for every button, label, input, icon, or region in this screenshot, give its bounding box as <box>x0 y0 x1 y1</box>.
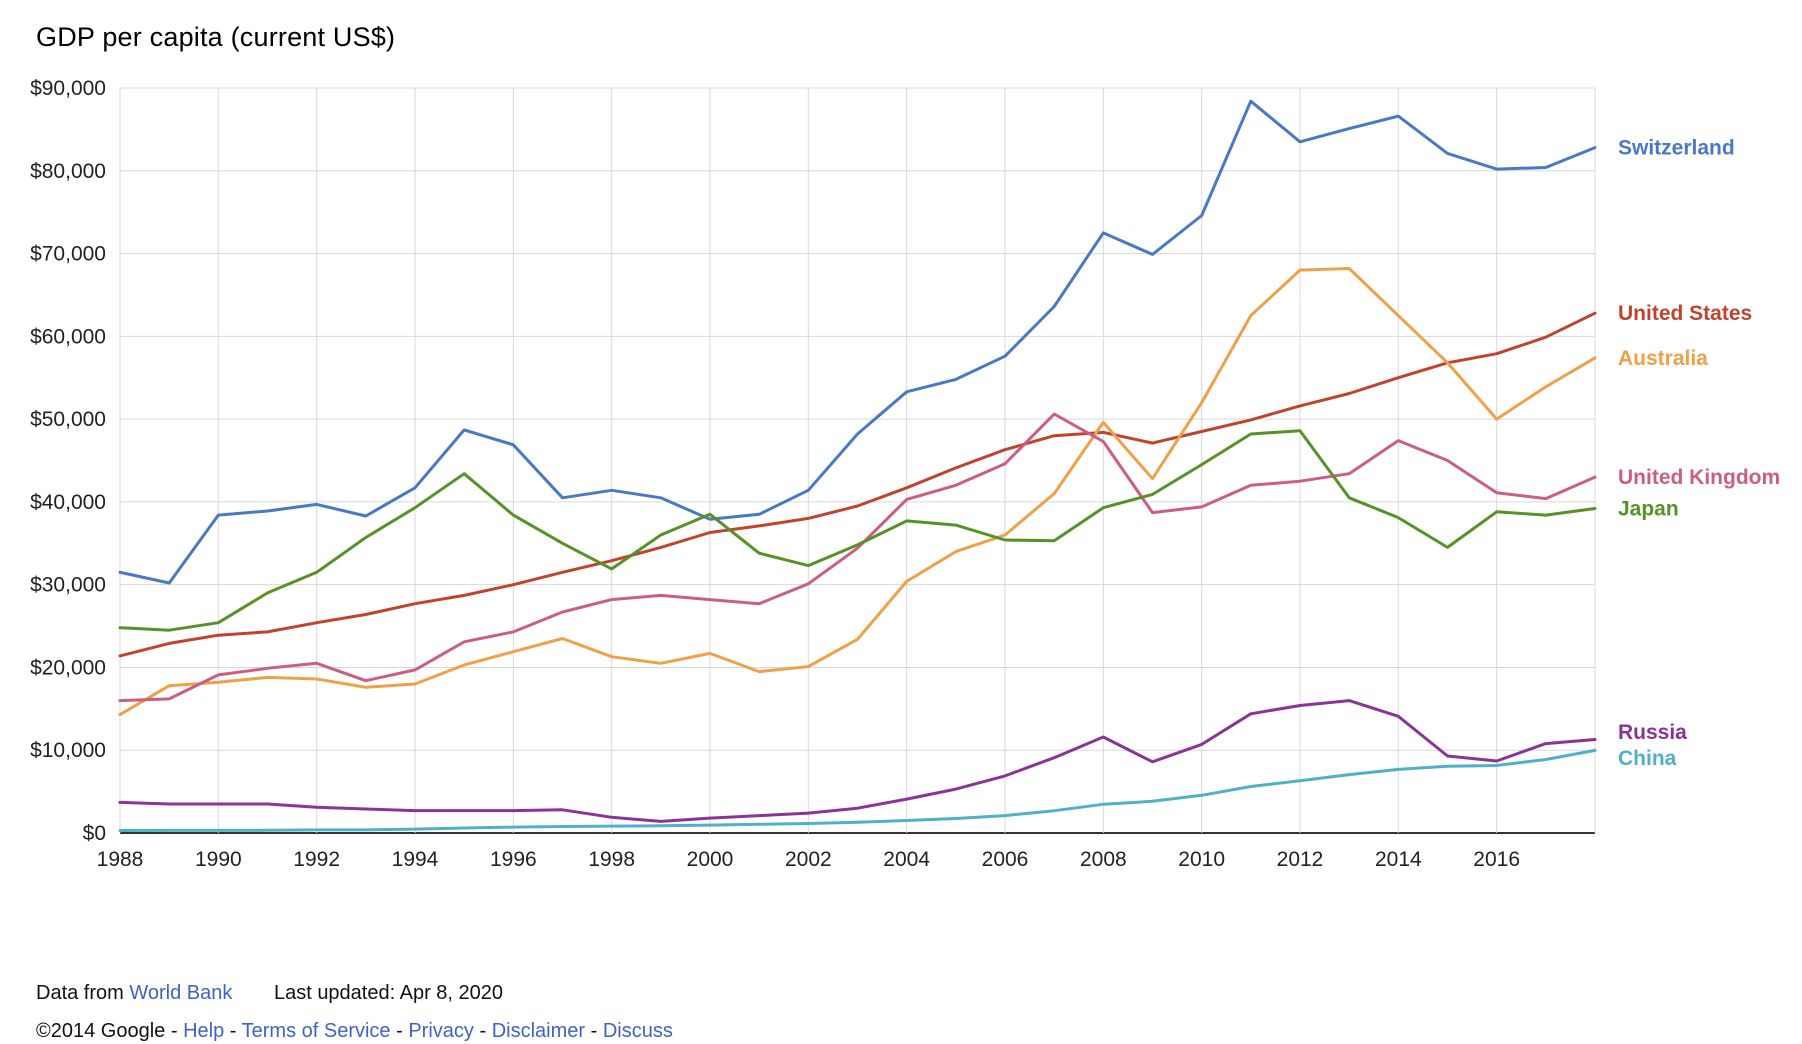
y-axis-tick-label: $60,000 <box>30 325 106 348</box>
series-label-australia: Australia <box>1618 347 1708 370</box>
x-axis-tick-label: 1994 <box>392 848 439 871</box>
footer-link-separator: - <box>390 1020 409 1042</box>
x-axis-tick-label: 1988 <box>97 848 144 871</box>
y-axis-tick-label: $40,000 <box>30 491 106 514</box>
x-axis-tick-label: 2012 <box>1277 848 1324 871</box>
y-axis-tick-label: $90,000 <box>30 77 106 100</box>
x-axis-tick-label: 2002 <box>785 848 832 871</box>
footer-link-disclaimer[interactable]: Disclaimer <box>491 1020 586 1042</box>
series-label-japan: Japan <box>1618 498 1679 521</box>
footer-link-separator: - <box>165 1020 184 1042</box>
footer-link-discuss[interactable]: Discuss <box>602 1020 673 1042</box>
y-axis-tick-label: $50,000 <box>30 408 106 431</box>
footer-copyright-line: ©2014 Google - Help - Terms of Service -… <box>36 1020 673 1043</box>
y-axis-tick-label: $20,000 <box>30 656 106 679</box>
series-line-united-states <box>118 311 1597 658</box>
x-axis-tick-label: 2004 <box>883 848 930 871</box>
footer-link-privacy[interactable]: Privacy <box>408 1020 474 1042</box>
x-axis-tick-label: 2016 <box>1473 848 1520 871</box>
x-axis-tick-label: 2006 <box>982 848 1029 871</box>
series-line-switzerland <box>118 99 1597 585</box>
page-title: GDP per capita (current US$) <box>36 22 396 52</box>
x-axis-tick-label: 2000 <box>687 848 734 871</box>
series-label-china: China <box>1618 747 1677 770</box>
x-axis-tick-label: 2010 <box>1178 848 1225 871</box>
y-axis-tick-label: $10,000 <box>30 739 106 762</box>
series-label-switzerland: Switzerland <box>1618 137 1735 160</box>
x-axis-tick-label: 1996 <box>490 848 537 871</box>
footer-link-terms-of-service[interactable]: Terms of Service <box>241 1020 391 1042</box>
footer-link-separator: - <box>585 1020 603 1042</box>
gdp-line-chart: $0 $10,000 $20,000 $30,000 $40,000 $50,000 $60… <box>30 77 1780 871</box>
y-axis-tick-label: $80,000 <box>30 160 106 183</box>
series-line-japan <box>118 429 1597 632</box>
y-axis-tick-label: $30,000 <box>30 574 106 597</box>
data-from-label: Data from <box>36 982 124 1004</box>
series-line-russia <box>118 699 1597 823</box>
series-line-australia <box>118 267 1597 717</box>
series-label-russia: Russia <box>1618 721 1687 744</box>
x-axis-tick-label: 1992 <box>293 848 340 871</box>
series-label-united-states: United States <box>1618 302 1752 325</box>
last-updated-label: Last updated: Apr 8, 2020 <box>273 982 504 1004</box>
footer-link-separator: - <box>473 1020 492 1042</box>
x-axis-tick-label: 2014 <box>1375 848 1422 871</box>
series-line-china <box>118 748 1597 832</box>
footer-link-separator: - <box>224 1020 242 1042</box>
series-label-united-kingdom: United Kingdom <box>1618 466 1780 489</box>
world-bank-link[interactable]: World Bank <box>129 982 233 1004</box>
copyright-label: ©2014 Google <box>36 1020 166 1042</box>
x-axis-tick-label: 2008 <box>1080 848 1127 871</box>
x-axis-tick-label: 1998 <box>588 848 635 871</box>
x-axis-tick-label: 1990 <box>195 848 242 871</box>
y-axis-tick-label: $0 <box>83 822 106 845</box>
footer-source-line: Data from World Bank Last updated: Apr 8… <box>36 982 503 1005</box>
y-axis-tick-label: $70,000 <box>30 243 106 266</box>
series-line-united-kingdom <box>118 412 1597 703</box>
footer-link-help[interactable]: Help <box>183 1020 225 1042</box>
